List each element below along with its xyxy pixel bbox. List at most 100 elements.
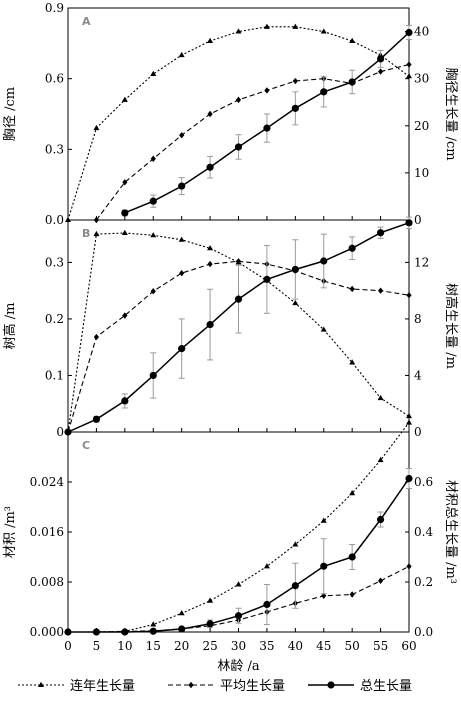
data-point <box>349 285 355 293</box>
right-y-tick-label: 0.6 <box>414 475 433 489</box>
panel-b: B 0 0.1 0.2 0.3 0 4 8 12 树高 /m 树高生长量 /m <box>2 216 459 439</box>
data-point <box>377 456 384 463</box>
panel-label: C <box>82 439 90 452</box>
right-y-axis-title: 胸径生长量 /cm <box>443 67 458 160</box>
series-mean <box>65 563 412 636</box>
left-y-tick-label: 0.3 <box>45 142 64 156</box>
right-y-tick-label: 10 <box>414 166 429 180</box>
data-point <box>150 155 156 162</box>
data-point <box>263 124 271 132</box>
left-y-tick-label: 0.1 <box>45 368 64 382</box>
x-axis: 林龄 /a 0 5 10 15 20 25 30 35 40 45 50 55 60 <box>64 639 416 674</box>
data-point <box>178 610 185 616</box>
data-point <box>235 581 242 587</box>
data-point <box>207 37 214 43</box>
series-mean <box>93 61 412 224</box>
x-tick-label: 10 <box>117 639 132 653</box>
legend-label: 平均生长量 <box>220 679 285 694</box>
data-point <box>263 563 270 569</box>
legend-marker <box>327 681 335 689</box>
left-y-tick-label: 0.024 <box>30 475 65 489</box>
legend-marker <box>188 681 194 689</box>
data-point <box>93 333 100 341</box>
data-point <box>376 55 385 63</box>
data-point <box>121 229 128 236</box>
data-point <box>349 359 356 365</box>
data-point <box>405 219 413 227</box>
right-y-axis-title: 材积总生长量 /m³ <box>443 480 458 584</box>
left-y-axis-title: 材积 /m³ <box>3 506 18 558</box>
panel-c: C 0.000 0.008 0.016 0.024 0.0 0.2 0.4 0.6 材积 /m³ 材… <box>3 419 458 639</box>
data-point <box>320 257 328 265</box>
data-point <box>234 612 243 620</box>
x-tick-label: 0 <box>64 639 72 653</box>
x-tick-label: 40 <box>288 639 303 653</box>
x-axis-title: 林龄 /a <box>217 659 260 674</box>
data-point <box>377 68 384 75</box>
series-line <box>95 63 410 221</box>
chart-legend: 连年生长量 平均生长量 总生长量 <box>18 678 412 694</box>
legend-marker <box>38 681 44 687</box>
right-y-tick-label: 20 <box>414 119 429 133</box>
x-tick-label: 5 <box>93 639 101 653</box>
left-y-tick-label: 0 <box>56 425 64 439</box>
series-line <box>68 422 410 633</box>
data-point <box>406 563 412 570</box>
right-y-tick-label: 8 <box>414 312 422 326</box>
left-y-tick-label: 0.2 <box>45 312 64 326</box>
x-tick-label: 30 <box>231 639 246 653</box>
data-point <box>377 394 384 401</box>
data-point <box>320 326 327 332</box>
right-y-tick-label: 12 <box>414 255 429 269</box>
data-point <box>320 28 327 34</box>
data-point <box>122 179 128 186</box>
data-point <box>178 236 185 242</box>
left-y-tick-label: 0.6 <box>45 72 64 86</box>
data-point <box>178 345 186 353</box>
data-point <box>348 244 356 252</box>
data-point <box>406 412 412 419</box>
data-point <box>178 625 186 633</box>
legend-item-annual: 连年生长量 <box>18 678 135 694</box>
data-point <box>348 553 356 561</box>
data-point <box>64 628 72 636</box>
data-point <box>235 258 242 265</box>
legend-label: 总生长量 <box>360 679 412 694</box>
right-y-tick-label: 40 <box>414 25 429 39</box>
right-y-tick-label: 30 <box>414 72 429 86</box>
panel-label: B <box>82 227 90 240</box>
panel-label: A <box>82 15 91 28</box>
data-point <box>93 124 100 131</box>
data-point <box>320 562 328 570</box>
data-point <box>207 110 213 118</box>
data-point <box>206 320 214 329</box>
left-y-tick-label: 0.9 <box>45 1 64 15</box>
data-point <box>234 143 243 151</box>
data-point <box>150 288 156 295</box>
data-point <box>291 265 299 274</box>
data-point <box>406 73 412 79</box>
data-point <box>292 299 299 306</box>
data-point <box>263 600 271 609</box>
data-point <box>406 61 412 68</box>
series-total <box>64 216 413 436</box>
left-y-tick-label: 0.000 <box>30 625 64 639</box>
x-tick-label: 60 <box>401 639 416 653</box>
data-point <box>292 23 299 29</box>
left-y-axis-title: 树高 /m <box>2 303 18 350</box>
data-point <box>150 232 157 238</box>
x-tick-label: 45 <box>316 639 331 653</box>
plot-frame <box>67 7 410 221</box>
data-point <box>292 77 298 85</box>
series-line <box>67 26 410 221</box>
data-point <box>377 287 384 294</box>
data-point <box>320 88 328 96</box>
data-point <box>92 628 101 636</box>
plot-frame <box>67 431 410 633</box>
data-point <box>263 23 270 29</box>
data-point <box>405 474 413 483</box>
panel-a: A 0.0 0.3 0.6 0.9 0 10 20 30 40 胸径 /cm 胸径生长量 /cm <box>3 1 458 227</box>
legend-item-total: 总生长量 <box>308 679 412 694</box>
